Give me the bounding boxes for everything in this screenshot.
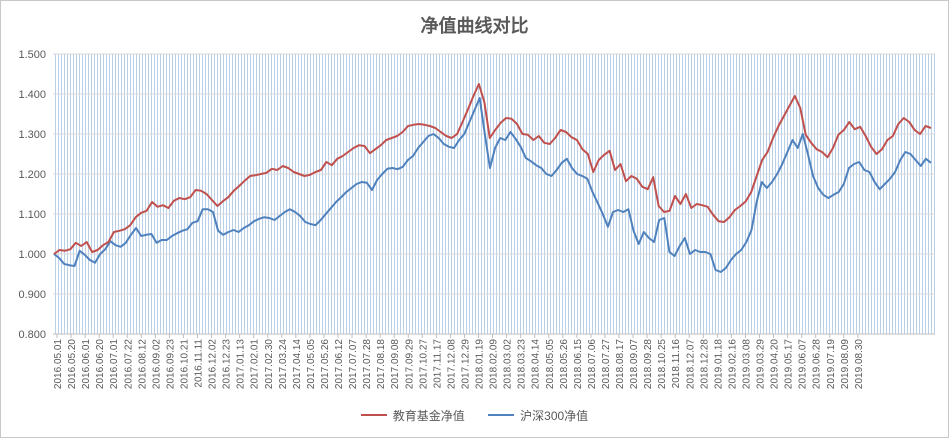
legend-item-csi300: 沪深300净值: [488, 407, 588, 424]
x-tick-label: 2016.09.23: [165, 339, 176, 389]
x-tick-label: 2018.07.27: [601, 339, 612, 389]
x-tick-label: 2019.08.30: [854, 339, 865, 389]
legend-swatch-education-fund: [360, 414, 387, 416]
plot-area-background: [53, 54, 935, 334]
x-tick-label: 2016.08.12: [137, 339, 148, 389]
x-tick-label: 2016.07.01: [109, 339, 120, 389]
x-tick-label: 2016.10.21: [179, 339, 190, 389]
x-tick-label: 2019.03.29: [756, 339, 767, 389]
x-tick-label: 2016.12.02: [208, 339, 219, 389]
y-tick-label: 1.500: [18, 49, 46, 61]
x-tick-label: 2016.09.02: [151, 339, 162, 389]
x-tick-label: 2018.09.28: [643, 339, 654, 389]
x-tick-label: 2017.02.01: [250, 339, 261, 389]
x-tick-label: 2019.05.17: [784, 339, 795, 389]
x-tick-label: 2016.07.22: [123, 339, 134, 389]
x-tick-label: 2018.06.15: [573, 339, 584, 389]
series-line-csi300: [53, 97, 932, 273]
x-tick-label: 2018.03.02: [503, 339, 514, 389]
chart-title: 净值曲线对比: [420, 16, 529, 37]
x-tick-label: 2017.10.27: [418, 339, 429, 389]
legend-item-education-fund: 教育基金净值: [360, 407, 465, 424]
x-tick-label: 2019.04.20: [770, 339, 781, 389]
y-tick-label: 1.300: [18, 129, 46, 141]
x-tick-label: 2016.06.01: [81, 339, 92, 389]
x-tick-label: 2017.07.28: [362, 339, 373, 389]
x-tick-label: 2018.12.07: [685, 339, 696, 389]
x-tick-label: 2018.03.23: [517, 339, 528, 389]
y-tick-label: 1.400: [18, 89, 46, 101]
x-tick-label: 2019.02.16: [727, 339, 738, 389]
x-tick-label: 2018.05.26: [559, 339, 570, 389]
x-tick-label: 2018.08.17: [615, 339, 626, 389]
legend: 教育基金净值 沪深300净值: [1, 405, 948, 424]
x-tick-label: 2017.02.30: [264, 339, 275, 389]
x-tick-label: 2019.08.09: [840, 339, 851, 389]
series-layer: [53, 83, 932, 273]
x-tick-label: 2016.05.20: [67, 339, 78, 389]
y-tick-label: 1.000: [18, 249, 46, 261]
x-tick-label: 2017.12.08: [446, 339, 457, 389]
x-tick-label: 2017.09.08: [390, 339, 401, 389]
x-tick-label: 2018.02.09: [489, 339, 500, 389]
x-tick-label: 2018.07.06: [587, 339, 598, 389]
x-tick-label: 2017.07.07: [348, 339, 359, 389]
x-tick-label: 2018.12.28: [699, 339, 710, 389]
x-tick-label: 2017.05.26: [320, 339, 331, 389]
x-tick-label: 2016.11.11: [194, 339, 205, 388]
x-tick-label: 2016.12.23: [222, 339, 233, 389]
x-tick-label: 2019.01.18: [713, 339, 724, 389]
x-tick-label: 2017.09.29: [404, 339, 415, 389]
x-axis: 2016.05.01 2016.05.20 2016.06.01 2016.06.20…: [53, 333, 935, 389]
x-tick-label: 2018.11.16: [671, 339, 682, 389]
x-tick-label: 2018.04.14: [531, 339, 542, 389]
x-tick-label: 2018.01.19: [475, 339, 486, 389]
x-tick-label: 2017.12.29: [460, 339, 471, 389]
x-tick-label: 2018.10.25: [657, 339, 668, 389]
y-tick-label: 1.200: [18, 169, 46, 181]
legend-label-csi300: 沪深300净值: [520, 408, 589, 423]
x-tick-label: 2017.11.17: [432, 339, 443, 389]
x-tick-label: 2019.07.19: [826, 339, 837, 389]
x-tick-label: 2019.06.07: [798, 339, 809, 389]
x-tick-label: 2017.03.24: [278, 339, 289, 389]
x-tick-label: 2017.05.05: [306, 339, 317, 389]
legend-swatch-csi300: [488, 414, 515, 416]
series-line-education-fund: [53, 83, 932, 255]
y-tick-label: 1.100: [18, 209, 46, 221]
x-tick-label: 2016.06.20: [95, 339, 106, 389]
x-tick-label: 2019.06.28: [812, 339, 823, 389]
y-axis: 0.800 0.900 1.000 1.100 1.200 1.300 1.400 1.500: [18, 49, 935, 341]
x-tick-label: 2017.04.14: [292, 339, 303, 389]
x-tick-label: 2016.05.01: [53, 339, 64, 389]
x-tick-label: 2017.01.13: [236, 339, 247, 389]
x-tick-label: 2018.09.07: [629, 339, 640, 389]
legend-label-education-fund: 教育基金净值: [392, 408, 465, 423]
y-tick-label: 0.800: [18, 329, 46, 341]
x-tick-label: 2019.03.08: [741, 339, 752, 389]
y-tick-label: 0.900: [18, 289, 46, 301]
x-tick-label: 2017.08.18: [376, 339, 387, 389]
x-tick-label: 2018.05.05: [545, 339, 556, 389]
x-tick-label: 2017.06.12: [334, 339, 345, 389]
